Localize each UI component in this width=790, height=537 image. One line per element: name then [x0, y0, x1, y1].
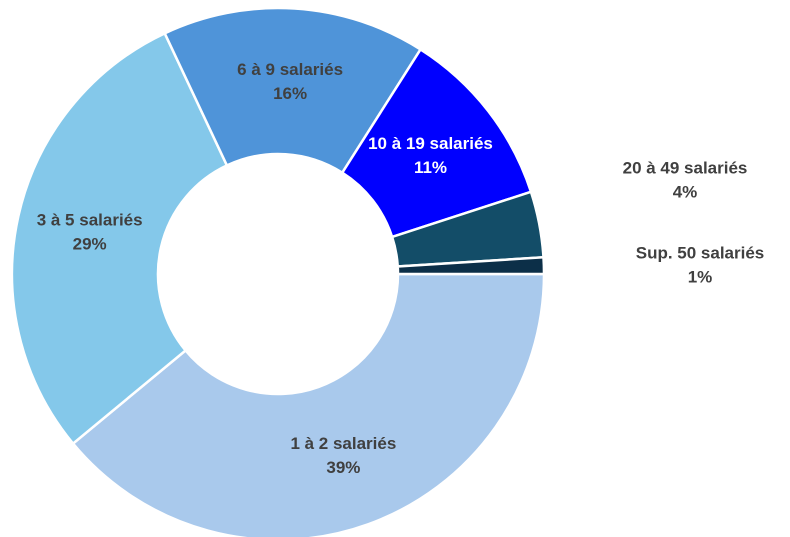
slice-value-label: 4%	[673, 182, 698, 201]
slice-value-label: 1%	[688, 267, 713, 286]
slice-value-label: 11%	[414, 158, 447, 177]
donut-slice	[163, 6, 423, 175]
donut-slice	[10, 31, 229, 446]
donut-slice	[71, 272, 546, 537]
slice-label: 20 à 49 salariés	[623, 158, 748, 177]
donut-slice	[396, 255, 546, 276]
slice-label: Sup. 50 salariés	[636, 243, 765, 262]
slice-label: 1 à 2 salariés	[290, 434, 396, 453]
slice-label: 10 à 19 salariés	[368, 134, 493, 153]
slice-label: 3 à 5 salariés	[37, 210, 143, 229]
slice-label: 6 à 9 salariés	[237, 60, 343, 79]
slice-value-label: 29%	[73, 234, 107, 253]
slice-value-label: 39%	[326, 458, 360, 477]
slice-value-label: 16%	[273, 84, 307, 103]
